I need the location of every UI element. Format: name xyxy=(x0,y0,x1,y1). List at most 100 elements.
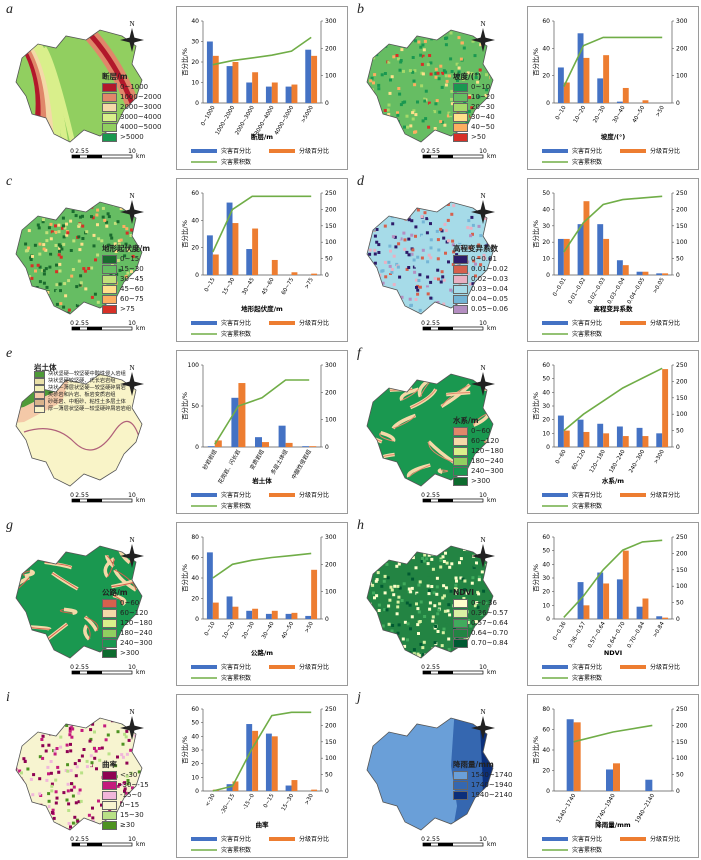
raster-cell xyxy=(425,557,429,561)
raster-cell xyxy=(16,708,19,711)
river-line xyxy=(379,432,394,442)
x-tick-label: 4000~5000 xyxy=(274,105,296,137)
raster-cell xyxy=(45,285,49,289)
x-tick-label: >30 xyxy=(304,793,315,806)
raster-cell xyxy=(410,233,414,237)
y-tick-label: 20 xyxy=(542,239,550,246)
x-tick-label: 1000~2000 xyxy=(215,105,237,137)
bar-disaster-pct xyxy=(557,238,564,275)
road-line xyxy=(107,558,115,578)
raster-cell xyxy=(81,809,85,813)
raster-cell xyxy=(415,153,418,156)
raster-cell xyxy=(426,285,429,289)
raster-cell xyxy=(22,728,26,732)
raster-cell xyxy=(61,226,64,230)
bar-class-pct xyxy=(613,763,620,791)
raster-cell xyxy=(430,276,433,280)
raster-cell xyxy=(31,793,35,797)
raster-cell xyxy=(407,572,411,576)
bar-class-pct xyxy=(642,598,649,619)
legend-label-line: 灾害累积数 xyxy=(221,846,251,854)
legend-label: >300 xyxy=(471,477,491,485)
road-line xyxy=(114,569,137,591)
scale-tick-label: 0 xyxy=(421,148,425,155)
legend-swatch xyxy=(453,476,468,486)
raster-cell xyxy=(405,198,408,201)
legend-swatch xyxy=(34,378,45,385)
raster-cell xyxy=(427,101,431,105)
raster-cell xyxy=(488,650,492,654)
legend-label: 1740~1940 xyxy=(471,781,513,789)
raster-cell xyxy=(55,302,59,306)
y2-tick-label: 50 xyxy=(325,772,333,779)
raster-cell xyxy=(82,828,86,830)
legend-swatch-bar2 xyxy=(269,149,295,153)
raster-cell xyxy=(426,63,430,67)
raster-cell xyxy=(50,230,54,234)
raster-cell xyxy=(80,242,84,246)
raster-cell xyxy=(28,813,32,817)
raster-cell xyxy=(431,30,435,32)
scale-tick-label: 0 xyxy=(421,836,425,843)
raster-cell xyxy=(476,80,480,84)
scale-bar: 0 2.5 5 10 km xyxy=(70,490,160,510)
raster-cell xyxy=(96,710,99,713)
raster-cell xyxy=(26,216,30,220)
x-tick-label: 10~20 xyxy=(222,621,237,641)
raster-cell xyxy=(124,735,128,739)
bar-class-pct xyxy=(285,442,293,447)
raster-cell xyxy=(120,192,123,195)
raster-cell xyxy=(374,146,377,149)
raster-cell xyxy=(57,210,60,214)
raster-cell xyxy=(501,654,504,657)
raster-cell xyxy=(29,258,33,261)
raster-cell xyxy=(471,282,475,286)
y2-tick-label: 50 xyxy=(325,256,333,263)
raster-cell xyxy=(140,750,142,754)
legend-item: 块状—薄层状坚硬—较坚硬碎屑岩 xyxy=(34,385,131,392)
raster-cell xyxy=(429,61,433,65)
legend-swatch xyxy=(102,112,117,122)
raster-cell xyxy=(498,206,501,209)
raster-cell xyxy=(380,543,383,546)
y2-tick-label: 0 xyxy=(676,100,680,107)
raster-cell xyxy=(400,646,404,650)
raster-cell xyxy=(92,244,96,248)
raster-cell xyxy=(94,258,97,262)
raster-cell xyxy=(90,215,93,219)
y-tick-label: 0 xyxy=(195,616,199,623)
raster-cell xyxy=(74,774,78,778)
north-arrow-icon: N xyxy=(120,708,144,740)
raster-cell xyxy=(466,621,470,624)
raster-cell xyxy=(418,308,422,312)
legend-label: 1540~1740 xyxy=(471,771,513,779)
raster-cell xyxy=(62,791,66,795)
map-legend-j: 降雨量/mm 1540~1740 1740~1940 1940~2140 xyxy=(453,760,513,800)
raster-cell xyxy=(40,836,43,839)
north-label: N xyxy=(129,536,134,544)
bar-disaster-pct xyxy=(557,67,564,103)
raster-cell xyxy=(112,252,116,256)
raster-cell xyxy=(37,226,41,230)
raster-cell xyxy=(124,722,128,726)
legend-label: -15~0 xyxy=(120,791,142,799)
raster-cell xyxy=(152,288,154,291)
raster-cell xyxy=(448,191,451,194)
legend-label-bar1: 灾害百分比 xyxy=(221,319,251,327)
raster-cell xyxy=(387,260,391,264)
raster-cell xyxy=(373,299,377,303)
raster-cell xyxy=(427,538,430,541)
raster-cell xyxy=(423,97,427,101)
raster-cell xyxy=(65,743,69,747)
bar-disaster-pct xyxy=(278,425,286,447)
river-line xyxy=(410,388,437,409)
raster-cell xyxy=(355,75,358,78)
raster-cell xyxy=(384,275,388,279)
raster-cell xyxy=(46,765,50,769)
raster-cell xyxy=(356,290,359,293)
raster-cell xyxy=(447,558,451,562)
raster-cell xyxy=(36,312,40,314)
raster-cell xyxy=(25,818,29,821)
raster-cell xyxy=(429,256,433,260)
